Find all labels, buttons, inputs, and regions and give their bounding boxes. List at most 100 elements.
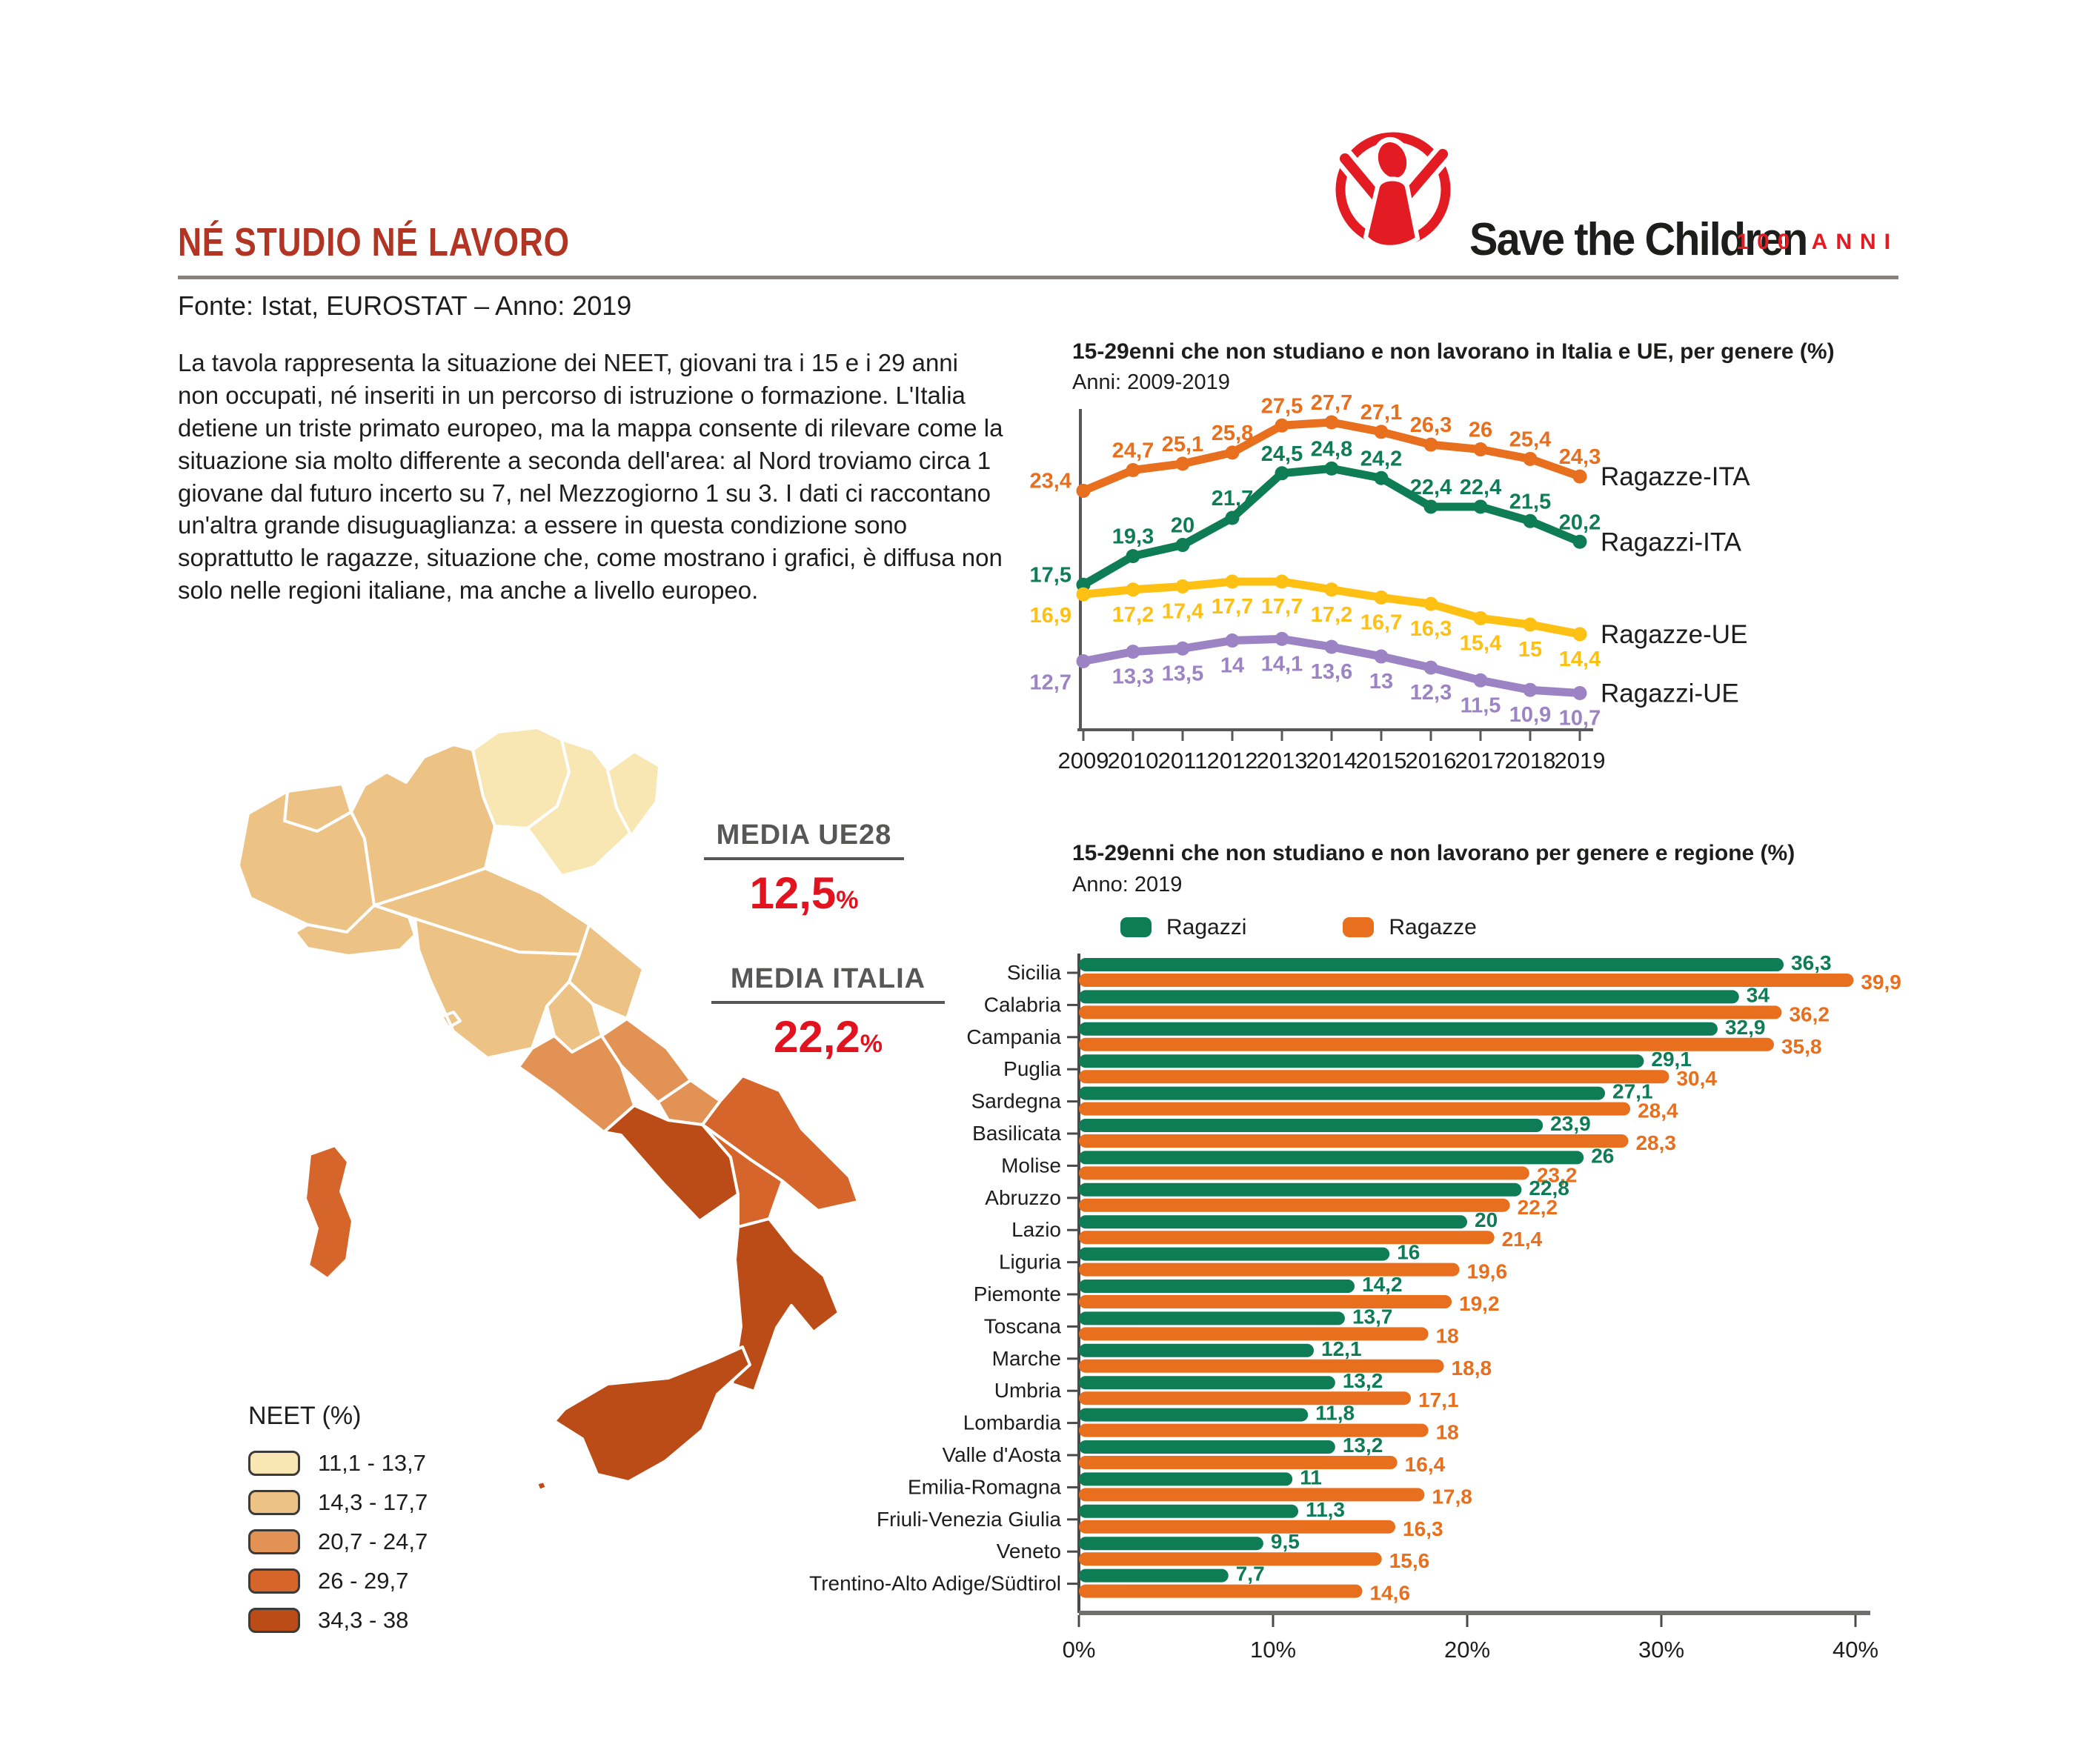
value-label-ragazzi-ita: 24,8 bbox=[1311, 437, 1352, 461]
x-axis-year-label: 2009 bbox=[1058, 748, 1109, 773]
bar-value-ragazze-abruzzo: 22,2 bbox=[1518, 1196, 1558, 1219]
value-label-ragazzi-ue: 13 bbox=[1369, 670, 1393, 693]
value-label-ragazze-ita: 25,1 bbox=[1162, 433, 1203, 456]
value-label-ragazzi-ue: 11,5 bbox=[1461, 693, 1501, 717]
map-region-sicilia bbox=[535, 1345, 751, 1492]
value-label-ragazzi-ita: 22,4 bbox=[1460, 476, 1501, 499]
data-point-ragazze-ue bbox=[1324, 582, 1339, 597]
map-region-friuli-venezia-giulia bbox=[606, 750, 661, 837]
value-label-ragazzi-ue: 13,3 bbox=[1112, 665, 1154, 689]
bar-chart-legend: Ragazzi Ragazze bbox=[1120, 915, 1477, 939]
value-label-ragazzi-ue: 12,3 bbox=[1410, 681, 1452, 705]
bar-value-ragazze-basilicata: 28,3 bbox=[1635, 1131, 1676, 1154]
x-axis-year-label: 2019 bbox=[1555, 748, 1606, 773]
bar-value-ragazzi-lazio: 20 bbox=[1475, 1208, 1498, 1231]
region-label-puglia: Puglia bbox=[1003, 1057, 1061, 1080]
value-label-ragazzi-ita: 19,3 bbox=[1112, 525, 1154, 549]
region-label-sicilia: Sicilia bbox=[1007, 961, 1062, 984]
map-region-liguria bbox=[293, 904, 416, 957]
region-label-basilicata: Basilicata bbox=[972, 1122, 1061, 1145]
media-italia-block: MEDIA ITALIA 22,2% bbox=[711, 963, 945, 1062]
map-legend-swatch bbox=[248, 1529, 300, 1554]
data-point-ragazzi-ita bbox=[1275, 466, 1289, 481]
data-point-ragazze-ita bbox=[1324, 415, 1339, 430]
legend-label-ragazzi: Ragazzi bbox=[1166, 915, 1247, 939]
bar-value-ragazze-valle-d-aosta: 16,4 bbox=[1405, 1453, 1446, 1476]
data-point-ragazzi-ita bbox=[1175, 538, 1190, 553]
value-label-ragazzi-ita: 20 bbox=[1171, 514, 1194, 538]
map-legend-range: 14,3 - 17,7 bbox=[318, 1489, 428, 1515]
value-label-ragazzi-ita: 21,5 bbox=[1509, 490, 1551, 513]
value-label-ragazze-ue: 14,4 bbox=[1559, 648, 1601, 671]
value-label-ragazze-ita: 26,3 bbox=[1410, 413, 1452, 437]
x-axis-year-label: 2018 bbox=[1505, 748, 1556, 773]
intro-paragraph: La tavola rappresenta la situazione dei … bbox=[178, 349, 1003, 605]
map-legend-swatch bbox=[248, 1568, 300, 1594]
media-ue28-value: 12,5% bbox=[749, 868, 859, 918]
bar-value-ragazzi-liguria: 16 bbox=[1397, 1241, 1420, 1264]
bar-ragazze-sicilia bbox=[1079, 974, 1854, 987]
bar-value-ragazzi-sicilia: 36,3 bbox=[1791, 952, 1832, 974]
legend-label-ragazze: Ragazze bbox=[1389, 915, 1477, 939]
bar-ragazze-valle-d-aosta bbox=[1079, 1456, 1398, 1469]
percent-sign: % bbox=[860, 1030, 883, 1058]
value-label-ragazzi-ita: 24,5 bbox=[1261, 442, 1303, 466]
bar-value-ragazze-calabria: 36,2 bbox=[1789, 1002, 1830, 1025]
map-region-sardegna bbox=[304, 1144, 354, 1280]
logo-anniversary: 100 ANNI bbox=[1736, 230, 1898, 254]
data-point-ragazze-ita bbox=[1572, 469, 1587, 484]
media-ue28-block: MEDIA UE28 12,5% bbox=[704, 819, 904, 919]
x-axis-year-label: 2010 bbox=[1108, 748, 1159, 773]
bar-ragazzi-emilia-romagna bbox=[1079, 1472, 1293, 1486]
value-label-ragazzi-ue: 14 bbox=[1220, 654, 1244, 678]
bar-value-ragazze-piemonte: 19,2 bbox=[1459, 1292, 1500, 1315]
value-label-ragazze-ita: 26 bbox=[1469, 419, 1492, 442]
bar-ragazzi-umbria bbox=[1079, 1376, 1335, 1390]
region-label-veneto: Veneto bbox=[997, 1540, 1061, 1563]
bar-value-ragazze-friuli-venezia-giulia: 16,3 bbox=[1403, 1517, 1443, 1540]
map-legend-title: NEET (%) bbox=[248, 1402, 362, 1430]
data-point-ragazzi-ue bbox=[1175, 641, 1190, 656]
bar-ragazze-piemonte bbox=[1079, 1295, 1452, 1308]
value-label-ragazzi-ita: 17,5 bbox=[1030, 563, 1071, 587]
bar-value-ragazze-liguria: 19,6 bbox=[1467, 1260, 1508, 1283]
data-point-ragazze-ita bbox=[1126, 463, 1140, 477]
x-axis-year-label: 2013 bbox=[1257, 748, 1308, 773]
value-label-ragazzi-ue: 14,1 bbox=[1261, 652, 1303, 676]
region-label-trentino-alto-adige-s-dtirol: Trentino-Alto Adige/Südtirol bbox=[809, 1572, 1061, 1595]
bar-ragazze-umbria bbox=[1079, 1391, 1412, 1405]
value-label-ragazze-ita: 25,4 bbox=[1509, 427, 1551, 451]
bar-value-ragazze-lombardia: 18 bbox=[1436, 1421, 1459, 1444]
bar-ragazze-abruzzo bbox=[1079, 1198, 1510, 1212]
media-italia-value: 22,2% bbox=[773, 1012, 883, 1062]
value-label-ragazze-ue: 16,3 bbox=[1410, 617, 1452, 641]
value-label-ragazze-ita: 27,1 bbox=[1360, 401, 1402, 425]
bar-ragazzi-campania bbox=[1079, 1022, 1718, 1036]
bar-ragazzi-basilicata bbox=[1079, 1119, 1544, 1132]
percent-sign: % bbox=[836, 886, 859, 914]
x-axis-year-label: 2017 bbox=[1455, 748, 1506, 773]
map-legend-range: 34,3 - 38 bbox=[318, 1607, 409, 1633]
bar-ragazze-liguria bbox=[1079, 1262, 1460, 1277]
map-legend: NEET (%) 11,1 - 13,7 14,3 - 17,7 20,7 - 24… bbox=[248, 1402, 428, 1646]
bar-ragazze-basilicata bbox=[1079, 1134, 1629, 1148]
data-point-ragazzi-ue bbox=[1473, 673, 1488, 688]
data-point-ragazze-ue bbox=[1423, 596, 1438, 611]
value-label-ragazze-ita: 24,3 bbox=[1559, 445, 1601, 469]
map-region-marche bbox=[568, 923, 645, 1020]
bar-value-ragazze-campania: 35,8 bbox=[1781, 1035, 1822, 1058]
data-point-ragazzi-ita bbox=[1225, 510, 1240, 525]
region-label-piemonte: Piemonte bbox=[974, 1282, 1061, 1305]
title-divider bbox=[178, 276, 1898, 279]
bar-value-ragazze-sicilia: 39,9 bbox=[1861, 971, 1901, 994]
bar-ragazze-sardegna bbox=[1079, 1102, 1631, 1116]
bar-ragazze-campania bbox=[1079, 1037, 1774, 1051]
value-label-ragazze-ue: 15 bbox=[1518, 638, 1542, 662]
bar-value-ragazzi-basilicata: 23,9 bbox=[1550, 1112, 1591, 1135]
value-label-ragazzi-ue: 10,7 bbox=[1559, 707, 1601, 731]
region-label-molise: Molise bbox=[1001, 1154, 1061, 1177]
bar-ragazzi-marche bbox=[1079, 1343, 1315, 1357]
data-point-ragazzi-ue bbox=[1275, 631, 1289, 646]
